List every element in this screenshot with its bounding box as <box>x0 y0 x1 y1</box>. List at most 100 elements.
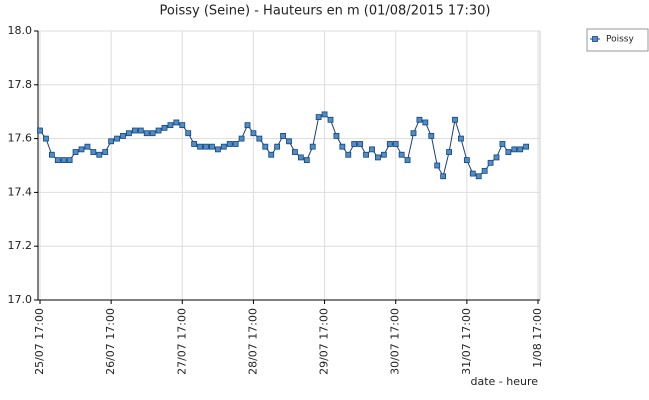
data-point <box>149 130 156 137</box>
data-point <box>315 114 322 120</box>
data-point <box>161 124 168 131</box>
data-point <box>197 143 203 150</box>
data-point <box>363 151 369 158</box>
data-point <box>84 143 91 150</box>
data-point <box>434 162 441 169</box>
data-point <box>179 122 186 129</box>
y-tick-label: 17.8 <box>8 78 33 91</box>
data-point <box>398 151 405 158</box>
data-point <box>297 154 304 161</box>
data-point <box>286 138 292 145</box>
x-tick-label: 26/07 17:00 <box>104 308 117 375</box>
data-point <box>404 157 411 164</box>
data-point <box>54 157 61 164</box>
data-point <box>505 149 512 155</box>
data-point <box>446 149 452 155</box>
data-point <box>475 173 482 180</box>
data-point <box>143 130 150 137</box>
y-tick-label: 17.0 <box>8 293 33 306</box>
data-point <box>481 167 488 174</box>
data-point <box>250 130 257 137</box>
data-point <box>185 130 192 137</box>
x-axis-label: date - heure <box>470 375 538 388</box>
data-point <box>357 141 364 147</box>
legend-text: Poissy <box>606 35 634 45</box>
data-point <box>369 146 375 153</box>
data-point <box>321 111 328 118</box>
data-point <box>523 143 530 150</box>
y-tick-label: 18.0 <box>8 24 33 37</box>
data-point <box>244 122 251 129</box>
data-point <box>66 157 73 164</box>
data-point <box>209 143 215 150</box>
data-point <box>463 157 470 164</box>
data-point <box>72 149 79 155</box>
data-point <box>191 141 198 147</box>
data-point <box>96 151 103 158</box>
data-point <box>386 141 393 147</box>
data-point <box>102 149 109 155</box>
data-point <box>126 130 132 137</box>
y-tick-label: 17.2 <box>8 239 33 252</box>
data-point <box>345 151 352 158</box>
data-point <box>499 141 506 147</box>
data-point <box>48 151 55 158</box>
data-point <box>280 133 286 139</box>
legend-box <box>586 28 649 52</box>
chart-title: Poissy (Seine) - Hauteurs en m (01/08/20… <box>160 4 491 19</box>
data-point <box>517 146 524 153</box>
data-point <box>232 141 239 147</box>
data-point <box>90 149 97 155</box>
data-point <box>339 143 346 150</box>
data-point <box>303 157 310 164</box>
data-point <box>220 143 227 150</box>
data-point <box>238 135 245 142</box>
data-point <box>60 157 67 164</box>
x-tick-label: 1/08 17:00 <box>531 308 544 368</box>
data-point <box>493 154 500 161</box>
data-point <box>108 138 115 145</box>
x-tick-label: 25/07 17:00 <box>33 308 46 375</box>
data-point <box>37 127 43 134</box>
data-point <box>292 149 298 155</box>
data-point <box>458 135 464 142</box>
data-point <box>380 151 387 158</box>
data-point <box>114 135 120 142</box>
data-point <box>155 127 162 134</box>
data-point <box>167 122 174 129</box>
x-tick-label: 28/07 17:00 <box>246 308 259 375</box>
data-point <box>309 143 316 150</box>
y-tick-label: 17.6 <box>8 132 33 145</box>
data-point <box>487 159 494 166</box>
data-point <box>452 116 458 123</box>
data-point <box>375 154 381 161</box>
data-point <box>511 146 518 153</box>
data-point <box>120 133 126 139</box>
x-tick-label: 27/07 17:00 <box>175 308 188 375</box>
data-point <box>410 130 417 137</box>
x-tick-label: 31/07 17:00 <box>460 308 473 375</box>
data-point <box>351 141 358 147</box>
data-point <box>131 127 138 134</box>
data-point <box>203 143 209 150</box>
data-point <box>137 127 144 134</box>
data-point <box>173 119 180 126</box>
data-point <box>256 135 263 142</box>
data-point <box>214 146 221 153</box>
data-point <box>274 143 281 150</box>
data-point <box>333 133 340 139</box>
data-point <box>226 141 233 147</box>
plot-area <box>37 30 541 301</box>
data-point <box>440 173 447 180</box>
data-point <box>327 116 334 123</box>
data-point <box>392 141 399 147</box>
x-tick-label: 29/07 17:00 <box>318 308 331 375</box>
data-point <box>422 119 429 126</box>
data-point <box>43 135 49 142</box>
y-tick-label: 17.4 <box>8 185 33 198</box>
data-point <box>416 116 423 123</box>
x-tick-label: 30/07 17:00 <box>389 308 402 375</box>
data-point <box>262 143 269 150</box>
data-point <box>469 170 476 177</box>
